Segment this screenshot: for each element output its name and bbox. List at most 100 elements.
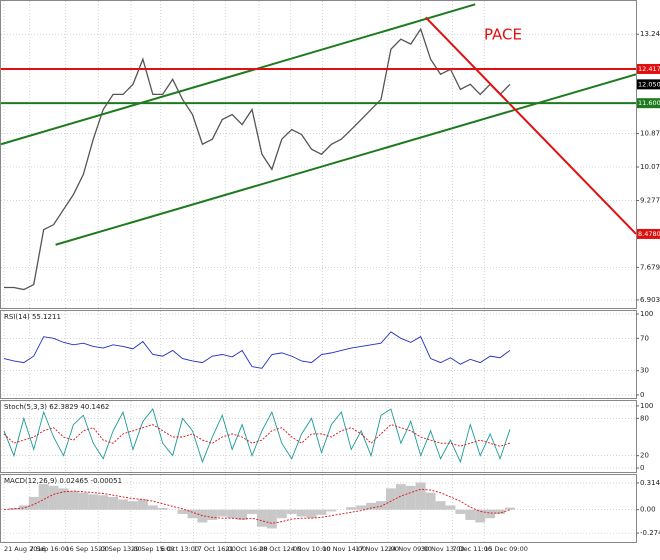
histogram-bar: [475, 509, 486, 523]
x-tick-label: 15 Dec 09:00: [484, 545, 528, 553]
histogram-bar: [256, 509, 267, 527]
trend-line: [55, 73, 637, 246]
y-tick-label: 6.9036: [640, 296, 660, 304]
y-tick-label: 80: [640, 414, 649, 422]
histogram-bar: [316, 509, 327, 515]
x-tick-label: 17 Oct 16:00: [193, 545, 235, 553]
histogram-bar: [227, 509, 238, 519]
y-tick-label: 10.0763: [640, 163, 660, 171]
y-tick-label: 13.2465: [640, 30, 660, 38]
y-tick-label: 7.6790: [640, 263, 660, 271]
series-line: [3, 424, 511, 447]
histogram-bar: [118, 499, 128, 510]
panel-title: Stoch(5,3,3) 62.3829 40.1462: [4, 403, 109, 411]
histogram-bar: [495, 509, 506, 514]
price-label-box: [637, 98, 660, 109]
histogram-bar: [425, 492, 436, 510]
x-tick-label: 7 Dec 11:00: [452, 545, 492, 553]
histogram-bar: [187, 509, 198, 519]
histogram-bar: [28, 496, 39, 510]
histogram-bar: [306, 509, 317, 519]
histogram-bar: [276, 509, 287, 519]
histogram-bar: [286, 509, 297, 514]
x-tick-label: 17 Nov 12:00: [355, 545, 399, 553]
histogram-bar: [465, 509, 476, 520]
histogram-bar: [296, 509, 307, 517]
x-tick-label: 7 Sep 16:00: [30, 545, 69, 553]
price-label: 8.4780: [638, 230, 660, 238]
y-tick-label: 9.2770: [640, 196, 660, 204]
series-line: [3, 488, 511, 524]
price-label: 11.6004: [638, 99, 660, 107]
x-tick-label: 29 Sep 15:00: [131, 545, 174, 553]
histogram-bar: [505, 507, 515, 510]
histogram-bar: [217, 509, 228, 517]
y-tick-label: 0: [640, 391, 644, 399]
histogram-bar: [48, 485, 59, 510]
histogram-bar: [395, 484, 406, 510]
y-tick-label: 10.8750: [640, 130, 660, 138]
x-tick-label: 30 Nov 13:00: [421, 545, 465, 553]
histogram-bar: [98, 495, 109, 510]
histogram-bar: [435, 501, 446, 510]
y-tick-label: 30: [640, 367, 649, 375]
x-tick-label: 23 Sep 13:00: [98, 545, 141, 553]
price-label-box: [637, 228, 660, 239]
histogram-bar: [207, 509, 218, 520]
x-tick-label: 21 Oct 16:00: [225, 545, 267, 553]
panel-frame: [0, 400, 637, 473]
panel-frame: [0, 0, 637, 309]
x-tick-label: 21 Aug 2016: [4, 545, 46, 553]
histogram-bar: [137, 499, 148, 510]
histogram-bar: [128, 501, 138, 510]
price-label-box: [637, 63, 660, 74]
x-tick-label: 6 Oct 13:00: [161, 545, 199, 553]
histogram-bar: [405, 485, 416, 510]
histogram-bar: [326, 509, 337, 512]
histogram-bar: [88, 494, 99, 510]
trend-line: [424, 16, 637, 235]
histogram-bar: [8, 507, 19, 510]
x-tick-label: 16 Sep 15:00: [65, 545, 108, 553]
annotation: PACE: [484, 26, 522, 44]
histogram-bar: [266, 509, 277, 529]
histogram-bar: [385, 488, 396, 510]
histogram-bar: [356, 505, 367, 510]
histogram-bar: [415, 482, 426, 510]
y-tick-label: 0.00: [640, 506, 656, 514]
x-tick-label: 10 Nov 14:00: [322, 545, 366, 553]
y-tick-label: 100: [640, 402, 653, 410]
histogram-bar: [455, 509, 466, 514]
histogram-bar: [376, 501, 386, 510]
histogram-bar: [346, 507, 357, 510]
y-tick-label: -0.2749: [640, 529, 660, 537]
y-tick-label: 0.3143: [640, 479, 660, 487]
panel-title: MACD(12,26,9) 0.02465 -0.00051: [4, 477, 122, 485]
y-tick-label: 0: [640, 464, 644, 472]
histogram-bar: [157, 507, 168, 510]
panel-frame: [0, 310, 637, 399]
histogram-bar: [485, 509, 496, 519]
histogram-bar: [18, 505, 29, 510]
price-label: 12.0500: [638, 80, 660, 88]
histogram-bar: [247, 509, 257, 514]
histogram-bar: [237, 509, 248, 520]
panel-title: RSI(14) 55.1211: [4, 313, 61, 321]
panel-frame: [0, 474, 637, 543]
x-tick-label: 28 Oct 12:00: [259, 545, 301, 553]
histogram-bar: [38, 484, 49, 510]
y-tick-label: 70: [640, 334, 649, 342]
histogram-bar: [177, 509, 188, 514]
price-label-box: [637, 79, 660, 90]
x-tick-label: 4 Nov 10:00: [291, 545, 331, 553]
histogram-bar: [58, 488, 69, 510]
series-line: [3, 27, 511, 291]
y-tick-label: 100: [640, 310, 653, 318]
trend-line: [0, 3, 476, 146]
histogram-bar: [147, 505, 158, 510]
histogram-bar: [366, 502, 377, 510]
series-line: [3, 408, 511, 464]
